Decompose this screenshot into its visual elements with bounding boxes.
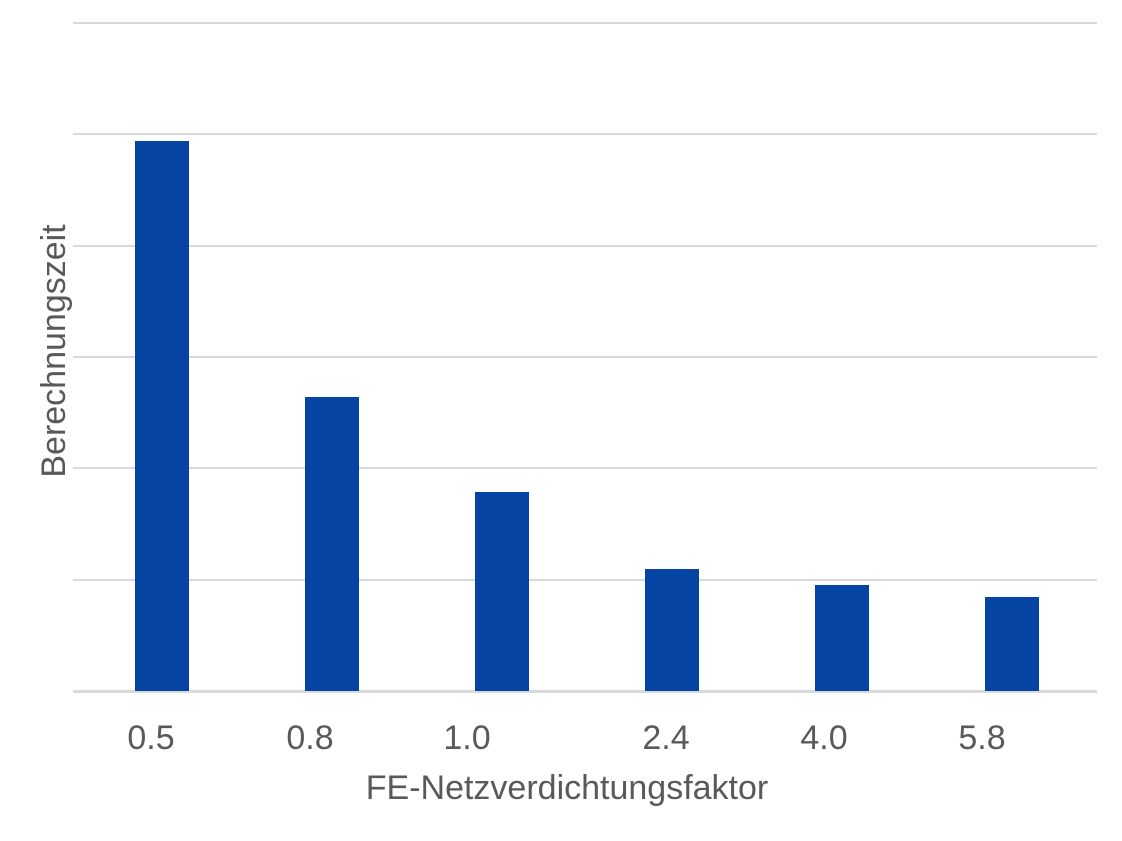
gridline xyxy=(73,579,1097,581)
gridline xyxy=(73,133,1097,135)
x-axis-baseline xyxy=(73,690,1097,693)
bar-4.0 xyxy=(815,585,869,691)
x-tick-label: 0.8 xyxy=(286,719,334,757)
y-axis-title: Berechnungszeit xyxy=(35,224,73,478)
gridline xyxy=(73,356,1097,358)
gridline xyxy=(73,22,1097,24)
bar-0.8 xyxy=(305,397,359,691)
bar-1.0 xyxy=(475,492,529,691)
gridline xyxy=(73,467,1097,469)
bar-5.8 xyxy=(985,597,1039,691)
x-axis-tick-labels: 0.5 0.8 1.0 2.4 4.0 5.8 xyxy=(0,716,1122,760)
bar-2.4 xyxy=(645,569,699,691)
x-tick-label: 5.8 xyxy=(958,719,1006,757)
x-tick-label: 2.4 xyxy=(642,719,690,757)
x-axis-title: FE-Netzverdichtungsfaktor xyxy=(365,769,769,807)
bar-0.5 xyxy=(135,141,189,691)
plot-area xyxy=(73,22,1097,693)
x-tick-label: 0.5 xyxy=(127,719,175,757)
x-tick-label: 1.0 xyxy=(443,719,491,757)
x-tick-label: 4.0 xyxy=(800,719,848,757)
gridline xyxy=(73,245,1097,247)
